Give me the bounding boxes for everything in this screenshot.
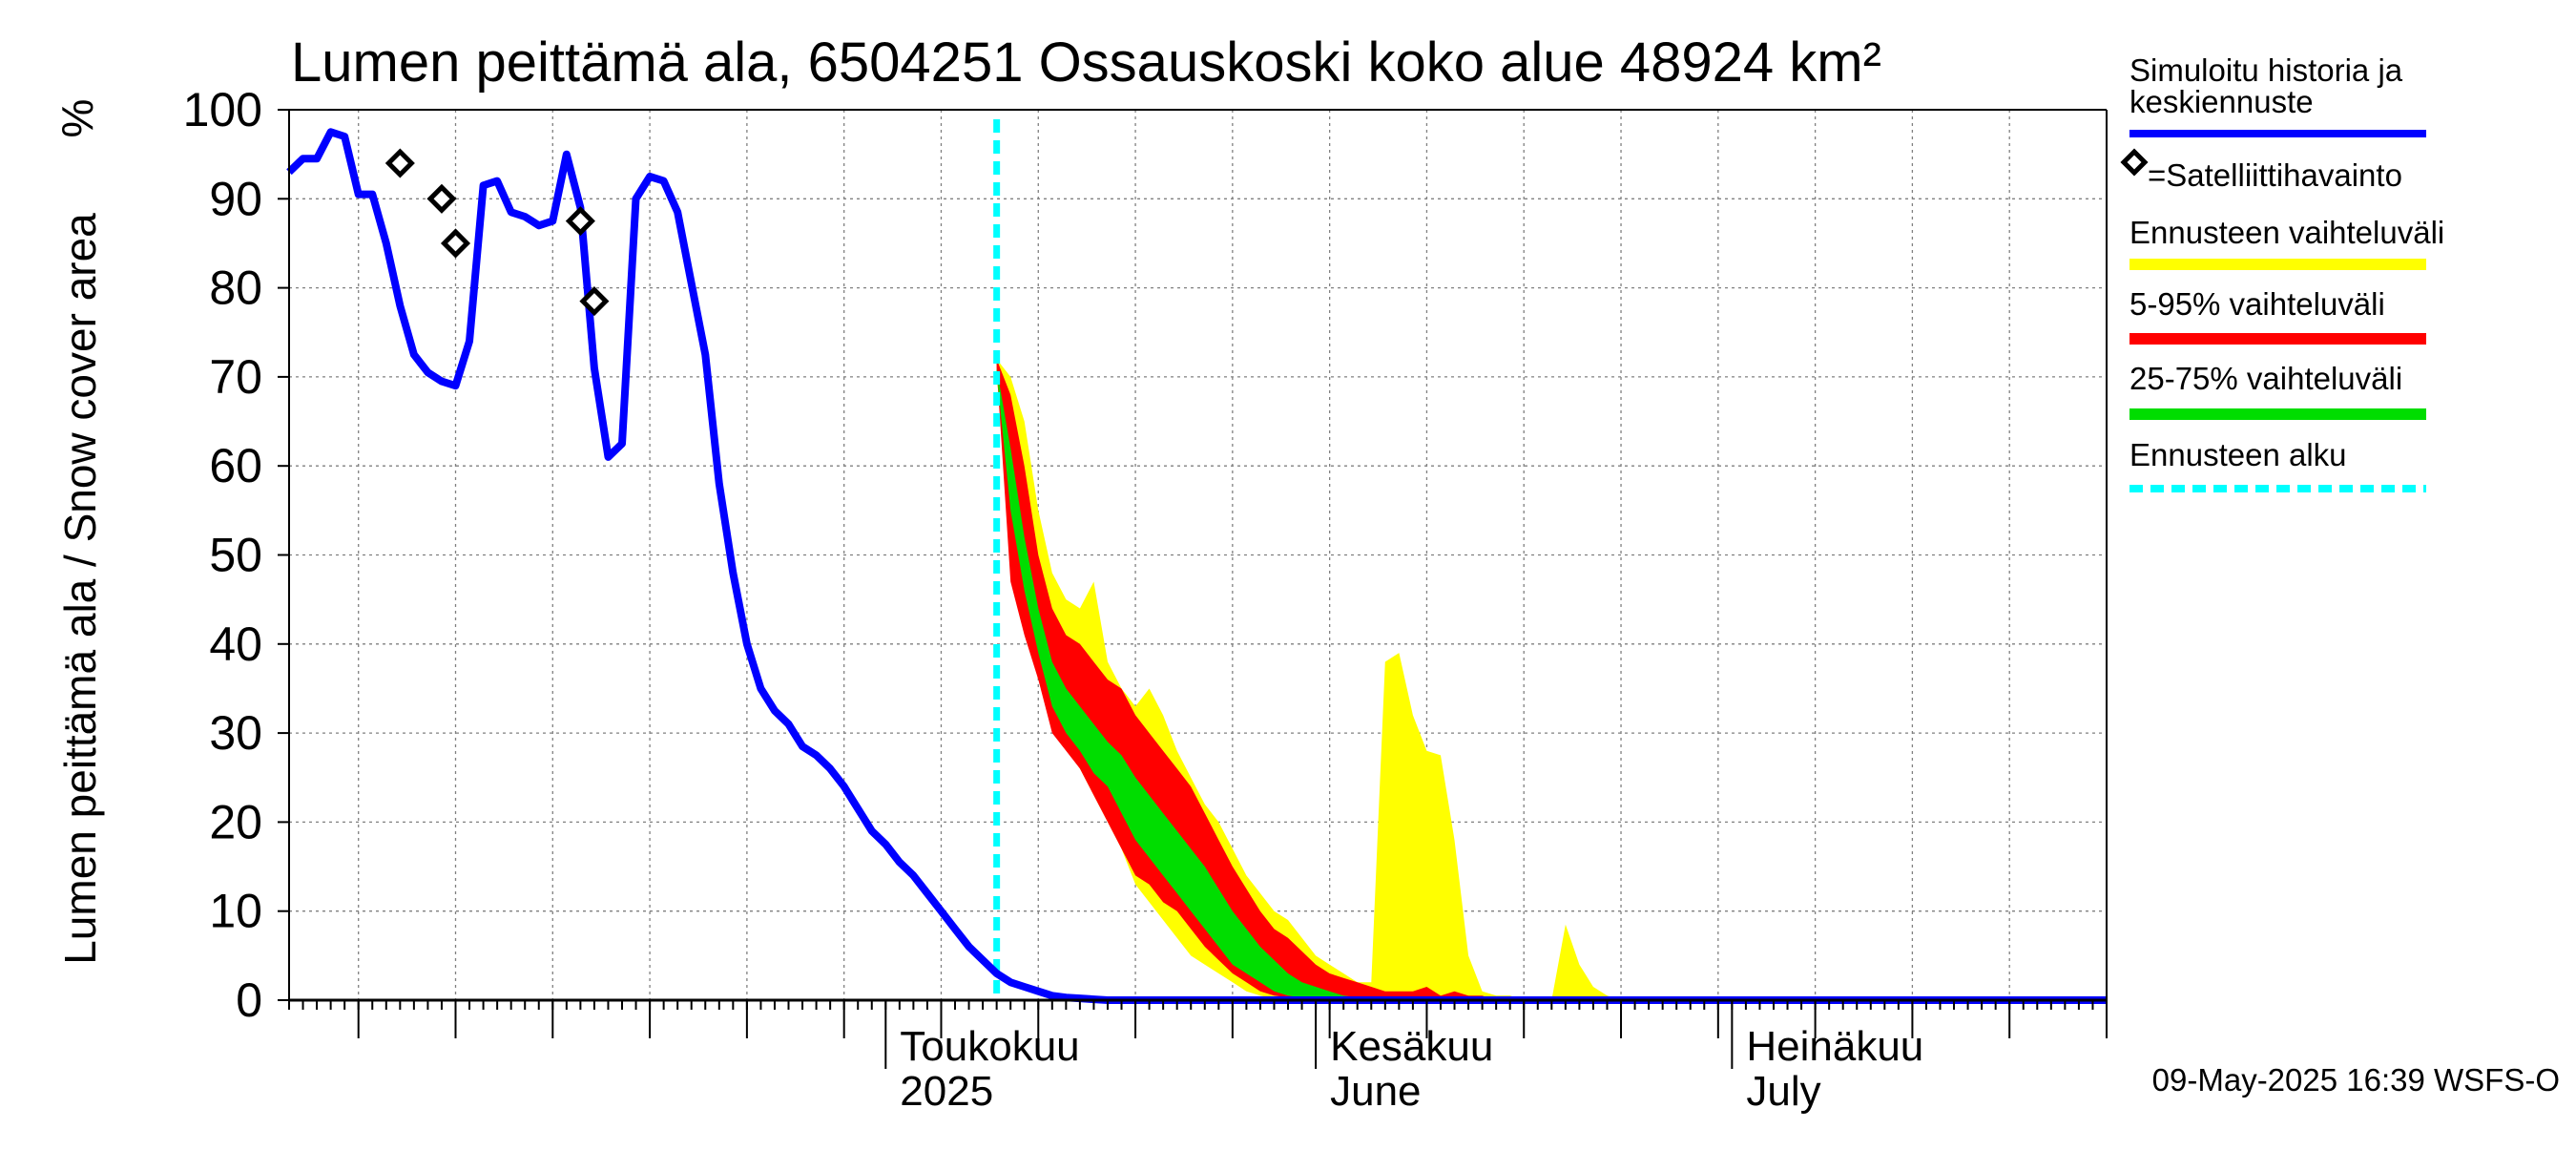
y-tick-label: 10 [209,885,262,938]
y-tick-label: 70 [209,350,262,404]
legend-label-satellite: =Satelliittihavainto [2148,157,2402,193]
forecast-bands [996,359,1663,1001]
y-tick-label: 20 [209,795,262,848]
satellite-observations [384,148,610,317]
x-tick-label-month: Heinäkuu [1746,1023,1923,1070]
y-axis-label: Lumen peittämä ala / Snow cover area [55,213,105,965]
x-tick-label-month: Kesäkuu [1330,1023,1493,1070]
x-tick-label-sub: June [1330,1068,1421,1115]
x-tick-label-month: Toukokuu [900,1023,1079,1070]
satellite-observation-point [384,148,415,178]
legend-label-history: Simuloitu historia ja keskiennuste [2129,52,2403,119]
y-tick-label: 30 [209,706,262,760]
axes [278,109,2108,1069]
satellite-observation-point [440,228,471,259]
legend-label-line: Simuloitu historia ja [2129,52,2403,88]
legend-label-2: Ennusteen vaihteluväli [2129,215,2444,250]
y-tick-label: 40 [209,617,262,671]
x-tick-label-sub: 2025 [900,1068,993,1115]
y-tick-label: 0 [236,973,262,1027]
y-tick-label: 90 [209,172,262,225]
legend-label-line: keskiennuste [2129,84,2314,119]
y-tick-label: 100 [183,83,262,136]
legend-label-5: Ennusteen alku [2129,437,2347,472]
legend-swatch-satellite [2120,148,2149,177]
y-axis-unit: % [52,99,102,138]
y-tick-label: 50 [209,529,262,582]
band-25-75 [996,367,1663,1001]
legend-label-3: 5-95% vaihteluväli [2129,286,2385,322]
legend: Simuloitu historia ja keskiennuste =Satell… [2120,52,2444,492]
legend-label-4: 25-75% vaihteluväli [2129,361,2402,396]
satellite-observation-point [579,286,610,317]
satellite-observation-point [565,206,595,237]
satellite-observation-point [426,183,457,214]
chart-title: Lumen peittämä ala, 6504251 Ossauskoski … [291,31,1881,94]
x-tick-label-sub: July [1746,1068,1820,1115]
timestamp: 09-May-2025 16:39 WSFS-O [2152,1062,2560,1098]
y-tick-label: 60 [209,439,262,492]
y-tick-label: 80 [209,261,262,315]
y-tick-labels: 0 10 20 30 40 50 60 70 80 90 100 [183,83,262,1027]
